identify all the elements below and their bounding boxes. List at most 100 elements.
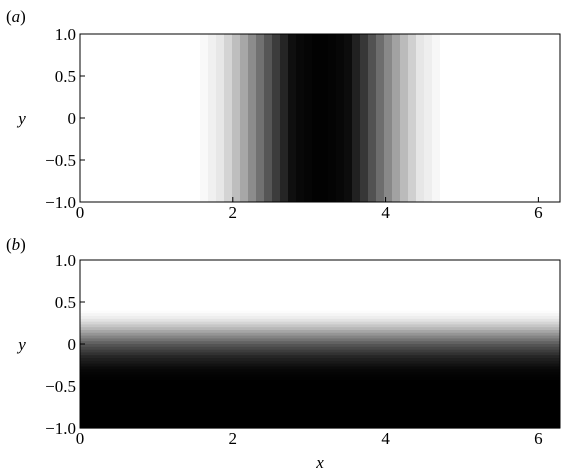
heatmap-band <box>80 411 560 415</box>
heatmap-band <box>80 313 560 317</box>
heatmap-band <box>464 34 473 202</box>
heatmap-band <box>480 34 489 202</box>
heatmap-band <box>80 307 560 311</box>
heatmap-band <box>80 321 560 325</box>
heatmap-band <box>128 34 137 202</box>
heatmap-band <box>80 416 560 421</box>
heatmap-band <box>456 34 465 202</box>
panel-label-close: ) <box>20 7 26 26</box>
heatmap-band <box>224 34 233 202</box>
heatmap-band <box>376 34 385 202</box>
heatmap-band <box>80 296 560 300</box>
heatmap-band <box>80 388 560 393</box>
heatmap-band <box>80 400 560 404</box>
y-tick-label: 0 <box>68 335 77 354</box>
y-tick-label: −0.5 <box>45 151 76 170</box>
x-tick-label: 4 <box>381 203 390 222</box>
heatmap-band <box>80 346 560 351</box>
heatmap-band <box>120 34 129 202</box>
heatmap-band <box>168 34 177 202</box>
heatmap-band <box>264 34 273 202</box>
heatmap-band <box>96 34 105 202</box>
heatmap-band <box>368 34 377 202</box>
heatmap-band <box>336 34 345 202</box>
heatmap-band <box>80 316 560 320</box>
x-tick-label: 6 <box>534 203 543 222</box>
x-tick-label: 0 <box>76 429 85 448</box>
panel-label-close: ) <box>20 235 26 254</box>
heatmap-band <box>80 304 560 309</box>
heatmap-band <box>80 302 560 306</box>
heatmap-band <box>80 352 560 356</box>
heatmap-band <box>200 34 209 202</box>
y-axis-label: y <box>16 109 26 128</box>
heatmap-band <box>352 34 361 202</box>
heatmap-band <box>248 34 257 202</box>
heatmap-band <box>80 327 560 331</box>
heatmap-band <box>512 34 521 202</box>
heatmap-band <box>544 34 553 202</box>
heatmap-band <box>432 34 441 202</box>
y-tick-label: −1.0 <box>45 193 76 212</box>
heatmap-band <box>416 34 425 202</box>
heatmap-band <box>80 369 560 373</box>
heatmap-band <box>136 34 145 202</box>
heatmap-band <box>256 34 265 202</box>
panel-label-open: ( <box>6 235 12 254</box>
heatmap-band <box>232 34 241 202</box>
heatmap-band <box>80 422 560 426</box>
heatmap-band <box>304 34 313 202</box>
heatmap-band <box>80 318 560 323</box>
panel-label-open: ( <box>6 7 12 26</box>
heatmap-band <box>80 324 560 328</box>
heatmap-band <box>152 34 161 202</box>
heatmap-band <box>80 386 560 390</box>
heatmap-band <box>80 402 560 407</box>
heatmap-band <box>240 34 249 202</box>
heatmap-band <box>80 285 560 289</box>
x-axis-label: x <box>315 453 324 472</box>
heatmap-band <box>80 276 560 281</box>
heatmap-band <box>536 34 545 202</box>
heatmap-band <box>80 380 560 384</box>
heatmap-band <box>328 34 337 202</box>
heatmap-band <box>80 262 560 267</box>
x-tick-label: 0 <box>76 203 85 222</box>
heatmap-band <box>408 34 417 202</box>
y-tick-label: 1.0 <box>55 251 76 270</box>
heatmap-band <box>392 34 401 202</box>
heatmap-band <box>80 271 560 275</box>
heatmap-field <box>80 34 561 202</box>
heatmap-band <box>104 34 113 202</box>
panel-label-letter: a <box>12 7 21 26</box>
x-tick-label: 4 <box>381 429 390 448</box>
heatmap-band <box>80 310 560 314</box>
y-tick-label: 1.0 <box>55 25 76 44</box>
heatmap-band <box>496 34 505 202</box>
heatmap-band <box>144 34 153 202</box>
heatmap-band <box>80 293 560 297</box>
heatmap-band <box>312 34 321 202</box>
heatmap-band <box>552 34 561 202</box>
heatmap-band <box>192 34 201 202</box>
heatmap-band <box>80 360 560 365</box>
heatmap-band <box>80 265 560 269</box>
heatmap-band <box>80 374 560 379</box>
y-tick-label: −0.5 <box>45 377 76 396</box>
heatmap-band <box>80 419 560 423</box>
heatmap-band <box>528 34 537 202</box>
heatmap-band <box>216 34 225 202</box>
y-tick-label: 0.5 <box>55 67 76 86</box>
heatmap-band <box>504 34 513 202</box>
heatmap-band <box>80 425 560 429</box>
panel-label: (b) <box>6 235 26 254</box>
heatmap-band <box>80 349 560 353</box>
heatmap-band <box>80 358 560 362</box>
heatmap-band <box>80 408 560 412</box>
heatmap-band <box>344 34 353 202</box>
y-tick-label: 0.5 <box>55 293 76 312</box>
heatmap-band <box>80 391 560 395</box>
heatmap-band <box>80 341 560 345</box>
x-tick-label: 2 <box>229 429 238 448</box>
